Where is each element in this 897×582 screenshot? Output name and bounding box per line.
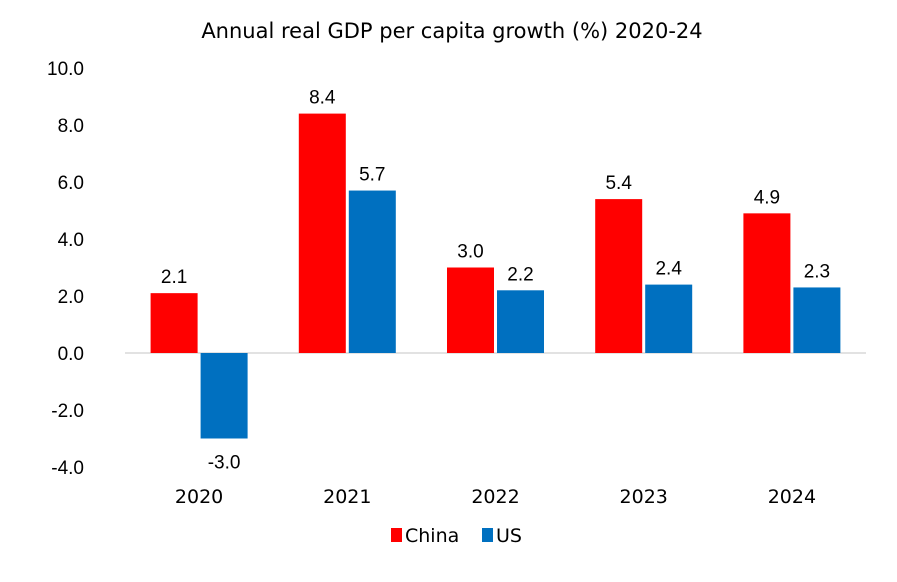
y-tick-label: 6.0	[58, 173, 84, 194]
bar-china-2020	[150, 293, 198, 353]
data-label-us-2021: 5.7	[359, 165, 385, 186]
bar-china-2022	[447, 267, 494, 353]
bar-us-2024	[793, 287, 841, 353]
x-tick-label: 2020	[175, 486, 223, 508]
y-tick-label: -4.0	[51, 458, 84, 479]
data-label-china-2023: 5.4	[605, 173, 632, 194]
x-tick-label: 2021	[323, 486, 371, 508]
data-label-china-2024: 4.9	[754, 187, 780, 208]
chart-title: Annual real GDP per capita growth (%) 20…	[201, 19, 702, 43]
bar-china-2024	[743, 213, 791, 353]
y-tick-label: 10.0	[47, 59, 84, 80]
y-tick-label: 0.0	[58, 344, 84, 365]
y-axis: 10.0 8.0 6.0 4.0 2.0 0.0 -2.0 -4.0	[47, 59, 84, 479]
x-axis: 2020 2021 2022 2023 2024	[175, 486, 816, 508]
legend-label-china: China	[405, 525, 459, 547]
data-label-china-2021: 8.4	[309, 88, 336, 109]
data-label-us-2020: -3.0	[208, 453, 241, 474]
legend: China US	[391, 525, 522, 547]
legend-label-us: US	[496, 525, 522, 547]
data-label-us-2023: 2.4	[655, 259, 682, 280]
bar-china-2023	[595, 199, 643, 353]
legend-swatch-china	[391, 528, 402, 542]
bar-us-2020	[200, 353, 248, 439]
y-tick-label: -2.0	[51, 401, 84, 422]
bars: 2.1 -3.0 8.4 5.7 3.0 2.2 5.4 2.4 4.9 2.3	[150, 88, 841, 474]
data-label-us-2022: 2.2	[507, 264, 533, 285]
data-label-us-2024: 2.3	[804, 261, 830, 282]
bar-us-2023	[645, 284, 693, 353]
x-tick-label: 2023	[620, 486, 668, 508]
y-tick-label: 4.0	[58, 230, 84, 251]
data-label-china-2020: 2.1	[161, 267, 187, 288]
bar-china-2021	[298, 113, 346, 353]
x-tick-label: 2022	[471, 486, 519, 508]
bar-us-2021	[348, 190, 396, 353]
data-label-china-2022: 3.0	[457, 242, 483, 263]
bar-us-2022	[497, 290, 544, 353]
y-tick-label: 2.0	[58, 287, 84, 308]
y-tick-label: 8.0	[58, 116, 84, 137]
legend-swatch-us	[482, 528, 493, 542]
x-tick-label: 2024	[768, 486, 816, 508]
